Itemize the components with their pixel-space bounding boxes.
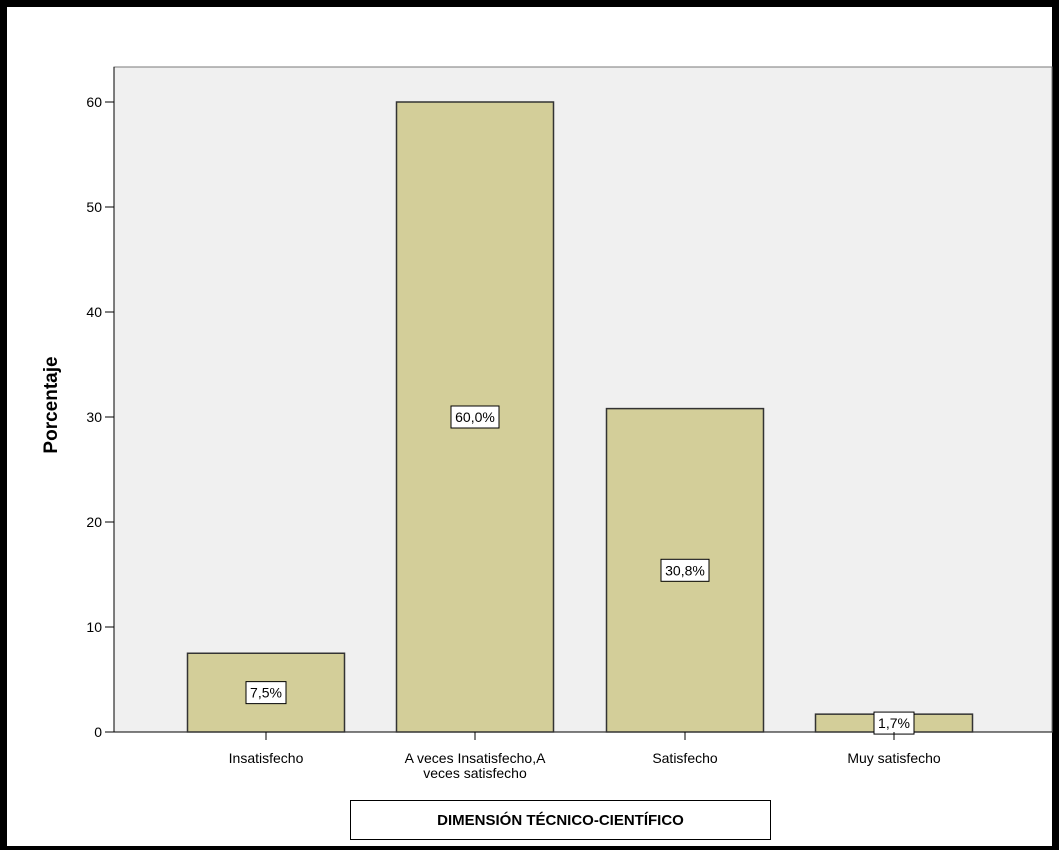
bar-data-label: 60,0%: [450, 405, 500, 429]
bars-group: 7,5% 60,0% 30,8% 1,7%: [186, 101, 974, 735]
x-category-label: A veces Insatisfecho,A: [405, 750, 547, 766]
y-tick-label: 20: [86, 514, 102, 530]
bar-data-label-box: [245, 681, 287, 705]
x-category-label: Satisfecho: [652, 750, 718, 766]
x-category-label: veces satisfecho: [423, 765, 527, 781]
bar-data-label-text: 1,7%: [878, 715, 910, 731]
bar-data-label-text: 30,8%: [665, 562, 705, 578]
x-axis-title: DIMENSIÓN TÉCNICO-CIENTÍFICO: [437, 811, 684, 829]
x-axis-title-box: DIMENSIÓN TÉCNICO-CIENTÍFICO: [350, 800, 771, 840]
x-category-label: Insatisfecho: [229, 750, 304, 766]
x-axis-labels: Insatisfecho A veces Insatisfecho,Aveces …: [229, 732, 941, 781]
y-tick-label: 0: [94, 724, 102, 740]
y-tick-label: 50: [86, 199, 102, 215]
bar-data-label-box: [450, 405, 500, 429]
bar-data-label-box: [660, 558, 710, 582]
y-tick-label: 10: [86, 619, 102, 635]
bar-data-label-text: 7,5%: [250, 685, 282, 701]
plot-area: [113, 66, 1053, 733]
bar-data-label: 7,5%: [245, 681, 287, 705]
x-category-label: Muy satisfecho: [847, 750, 941, 766]
bar-data-label: 1,7%: [873, 711, 915, 735]
y-tick-label: 30: [86, 409, 102, 425]
bar-data-label-text: 60,0%: [455, 409, 495, 425]
y-tick-label: 40: [86, 304, 102, 320]
bar-data-label: 30,8%: [660, 558, 710, 582]
y-axis-title: Porcentaje: [41, 356, 62, 453]
y-tick-label: 60: [86, 94, 102, 110]
